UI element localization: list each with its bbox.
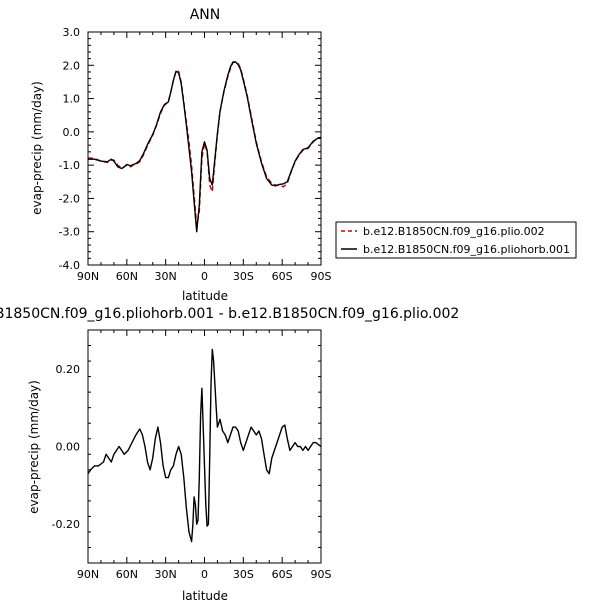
tick-marks: [87, 31, 322, 266]
x-tick-label: 0: [201, 568, 208, 581]
legend: b.e12.B1850CN.f09_g16.plio.002 b.e12.B18…: [335, 221, 577, 259]
y-tick-label: 0.00: [56, 441, 81, 454]
difference-title: b.e12.B1850CN.f09_g16.pliohorb.001 - b.e…: [0, 306, 459, 322]
x-tick-label: 30S: [233, 270, 254, 283]
legend-box: [335, 221, 577, 259]
x-tick-label: 30N: [155, 270, 177, 283]
series-lines: [87, 348, 322, 543]
y-tick-label: 1.0: [63, 93, 81, 106]
y-tick-labels: -4.0 -3.0 -2.0 -1.0 0.0 1.0 2.0 3.0: [59, 26, 80, 272]
x-axis-label: latitude: [182, 589, 228, 603]
x-tick-label: 30N: [155, 568, 177, 581]
plot-frame: [87, 329, 322, 564]
legend-label-pliohorb: b.e12.B1850CN.f09_g16.pliohorb.001: [363, 243, 570, 256]
y-tick-label: 3.0: [63, 26, 81, 39]
bottom-panel: b.e12.B1850CN.f09_g16.pliohorb.001 - b.e…: [0, 306, 459, 603]
x-tick-label: 60N: [116, 568, 138, 581]
y-axis-label: evap-precip (mm/day): [27, 380, 41, 514]
y-tick-label: -3.0: [59, 226, 80, 239]
x-tick-label: 60S: [272, 568, 293, 581]
x-tick-label: 60N: [116, 270, 138, 283]
y-tick-label: -2.0: [59, 192, 80, 205]
series-line-1: [88, 61, 322, 233]
x-tick-label: 90S: [311, 270, 332, 283]
y-tick-labels: -0.20 0.00 0.20: [52, 363, 80, 531]
x-tick-label: 30S: [233, 568, 254, 581]
series-lines: [87, 61, 322, 233]
series-line-0: [87, 348, 322, 543]
y-tick-label: -4.0: [59, 259, 80, 272]
y-tick-label: 0.20: [56, 363, 81, 376]
x-tick-labels: 90N 60N 30N 0 30S 60S 90S: [77, 568, 332, 581]
y-tick-label: 0.0: [63, 126, 81, 139]
top-panel: ANN -4.0 -3.0 -2.0 -1.0 0.0 1.0 2.0 3.0 90N 60N 3…: [30, 7, 577, 303]
y-axis-label: evap-precip (mm/day): [30, 81, 44, 215]
x-tick-label: 90S: [311, 568, 332, 581]
x-tick-label: 90N: [77, 270, 99, 283]
legend-label-plio: b.e12.B1850CN.f09_g16.plio.002: [363, 225, 545, 238]
x-axis-label: latitude: [182, 289, 228, 303]
x-tick-labels: 90N 60N 30N 0 30S 60S 90S: [77, 270, 332, 283]
x-tick-label: 0: [201, 270, 208, 283]
chart-title: ANN: [190, 7, 221, 23]
y-tick-label: -1.0: [59, 159, 80, 172]
x-tick-label: 60S: [272, 270, 293, 283]
x-tick-label: 90N: [77, 568, 99, 581]
plot-frame: [87, 31, 322, 266]
y-tick-label: 2.0: [63, 59, 81, 72]
y-tick-label: -0.20: [52, 518, 80, 531]
